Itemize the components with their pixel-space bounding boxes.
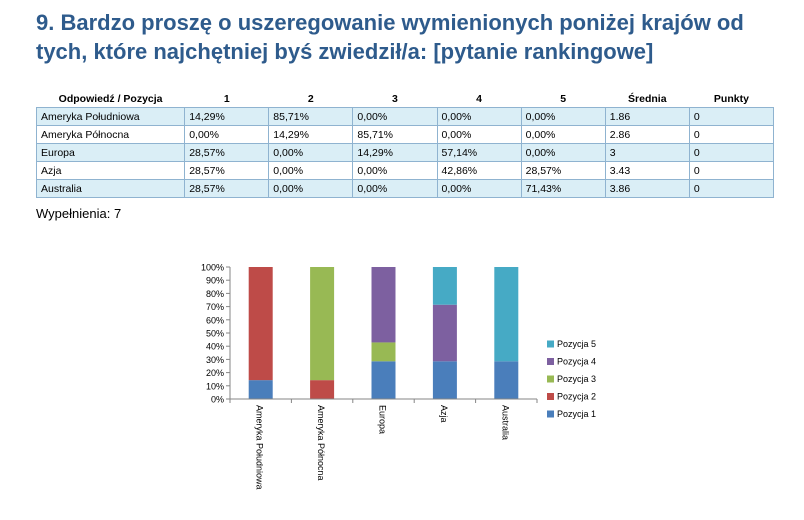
cell-average: 3 <box>604 143 690 162</box>
question-title: 9. Bardzo proszę o uszeregowanie wymieni… <box>36 10 744 64</box>
table-header-row: Odpowiedź / Pozycja 1 2 3 4 5 Średnia Pu… <box>37 91 774 108</box>
header-average: Średnia <box>628 93 667 105</box>
bar-segment <box>371 267 396 343</box>
y-tick-label: 20% <box>206 368 224 378</box>
legend-swatch <box>547 410 554 418</box>
completions-label: Wypełnienia: <box>36 206 111 221</box>
header-position-4: 4 <box>476 93 482 105</box>
cell-value: 0,00% <box>436 125 522 144</box>
y-tick-label: 100% <box>201 263 224 273</box>
y-tick-label: 60% <box>206 315 224 325</box>
legend-swatch <box>547 358 554 365</box>
cell-value: 28,57% <box>520 161 606 180</box>
header-position-5: 5 <box>560 93 567 105</box>
legend-label: Pozycja 2 <box>557 392 596 402</box>
x-tick-label: Europa <box>378 405 388 434</box>
header-position-1: 1 <box>223 93 230 105</box>
cell-value: 0,00% <box>520 143 606 162</box>
table-row: Europa 28,57% 0,00% 14,29% 57,14% 0,00% … <box>35 143 775 162</box>
cell-answer: Ameryka Południowa <box>35 107 186 126</box>
cell-value: 0,00% <box>352 107 438 126</box>
cell-value: 0,00% <box>184 125 270 144</box>
legend-label: Pozycja 4 <box>557 357 596 367</box>
header-position-2: 2 <box>307 93 314 105</box>
completions-count: Wypełnienia: 7 <box>36 206 121 221</box>
cell-average: 3.86 <box>604 179 690 198</box>
bar-segment <box>371 342 396 362</box>
y-tick-label: 90% <box>206 276 224 286</box>
cell-answer: Ameryka Północna <box>35 125 186 144</box>
y-tick-label: 0% <box>211 395 224 405</box>
cell-value: 28,57% <box>184 143 270 162</box>
cell-points: 0 <box>688 143 775 162</box>
table-row: Azja 28,57% 0,00% 0,00% 42,86% 28,57% 3.… <box>35 161 775 180</box>
bar-segment <box>310 380 335 399</box>
legend-swatch <box>547 340 554 348</box>
legend-label: Pozycja 1 <box>557 409 596 419</box>
table-row: Ameryka Południowa 14,29% 85,71% 0,00% 0… <box>35 107 775 126</box>
cell-value: 71,43% <box>520 179 606 198</box>
cell-value: 0,00% <box>436 179 522 198</box>
y-tick-label: 30% <box>206 355 224 365</box>
completions-value: 7 <box>113 206 122 221</box>
bar-segment <box>432 361 457 399</box>
y-tick-label: 50% <box>206 329 224 339</box>
cell-answer: Australia <box>35 179 186 198</box>
cell-value: 0,00% <box>352 179 438 198</box>
cell-average: 2.86 <box>604 125 690 144</box>
cell-value: 0,00% <box>268 143 354 162</box>
cell-value: 0,00% <box>268 179 354 198</box>
x-tick-label: Ameryka Północna <box>316 405 326 481</box>
bar-segment <box>494 361 519 399</box>
cell-value: 0,00% <box>436 107 522 126</box>
cell-value: 28,57% <box>184 179 270 198</box>
y-tick-label: 70% <box>206 302 224 312</box>
cell-value: 57,14% <box>436 143 522 162</box>
header-answer-position: Odpowiedź / Pozycja <box>58 93 163 105</box>
bar-segment <box>494 267 519 362</box>
bar-segment <box>310 267 335 381</box>
cell-value: 0,00% <box>352 161 438 180</box>
legend-label: Pozycja 5 <box>557 339 596 349</box>
header-position-3: 3 <box>392 93 398 105</box>
cell-points: 0 <box>688 161 775 180</box>
y-tick-label: 80% <box>206 289 224 299</box>
cell-value: 85,71% <box>268 107 354 126</box>
table-row: Australia 28,57% 0,00% 0,00% 0,00% 71,43… <box>35 179 775 198</box>
bar-segment <box>248 267 273 381</box>
y-tick-label: 40% <box>206 342 224 352</box>
x-tick-label: Australia <box>500 405 510 440</box>
x-tick-label: Ameryka Południowa <box>255 405 265 490</box>
bar-segment <box>371 361 396 399</box>
x-tick-label: Azja <box>439 405 449 423</box>
y-tick-label: 10% <box>206 381 224 391</box>
results-table: Odpowiedź / Pozycja 1 2 3 4 5 Średnia Pu… <box>35 91 775 198</box>
bar-segment <box>248 380 273 399</box>
cell-value: 42,86% <box>436 161 522 180</box>
bar-segment <box>432 304 457 362</box>
cell-average: 1.86 <box>604 107 690 126</box>
bar-segment <box>432 267 457 305</box>
legend-label: Pozycja 3 <box>557 374 596 384</box>
cell-points: 0 <box>688 179 775 198</box>
legend-swatch <box>547 393 554 400</box>
legend-swatch <box>547 375 554 383</box>
cell-answer: Europa <box>35 143 186 162</box>
cell-value: 0,00% <box>268 161 354 180</box>
header-points: Punkty <box>713 93 749 105</box>
